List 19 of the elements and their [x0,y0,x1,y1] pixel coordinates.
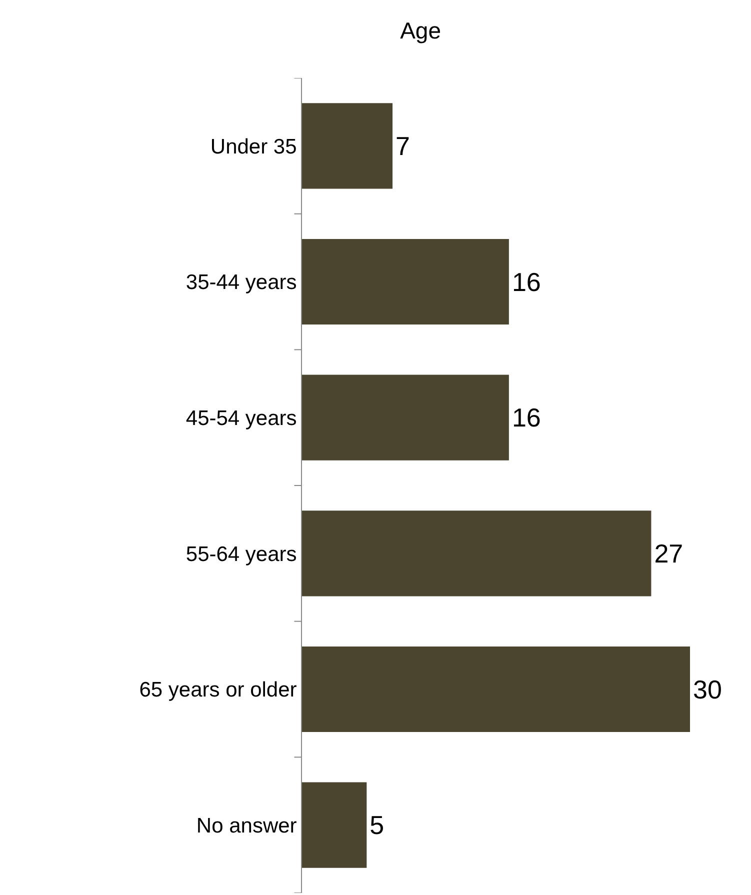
data-label: 5 [370,810,384,840]
data-label: 27 [654,538,684,568]
y-tick-label: 35-44 years [186,271,297,294]
bar [302,782,367,868]
bar [302,646,690,732]
bar [302,238,509,325]
bar [302,510,652,596]
bar [302,374,509,460]
y-tick-label: No answer [196,814,297,838]
data-label: 16 [512,266,541,297]
data-label: 16 [512,402,541,433]
y-tick-label: Under 35 [210,135,297,158]
data-label: 7 [396,130,410,161]
bar [302,103,393,189]
y-tick-label: 45-54 years [186,406,297,430]
data-label: 30 [693,674,722,704]
y-tick-label: 55-64 years [186,542,297,566]
chart-title: Age [400,17,442,44]
y-tick-label: 65 years or older [139,678,297,702]
